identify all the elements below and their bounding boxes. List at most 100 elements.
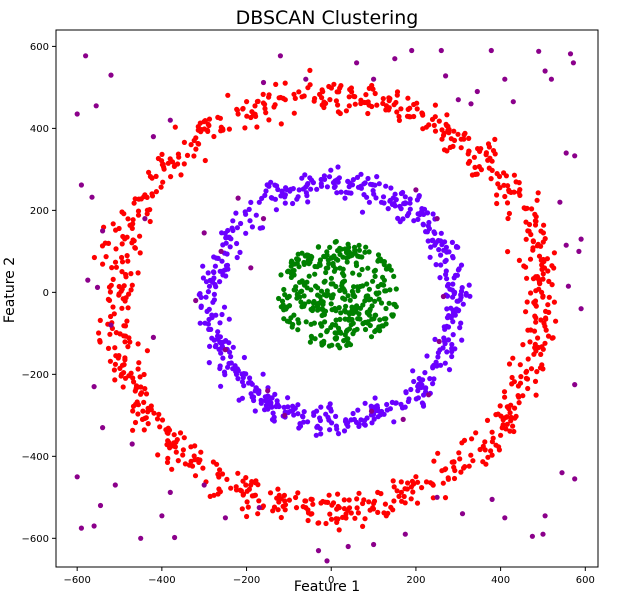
noise-point <box>315 548 322 554</box>
cluster-0-point <box>132 196 138 202</box>
cluster-0-point <box>465 160 471 166</box>
cluster-0-point <box>493 412 499 418</box>
cluster-2-point <box>319 323 325 329</box>
cluster-1-point <box>313 432 319 438</box>
noise-point <box>172 534 178 541</box>
noise-point <box>567 51 574 57</box>
cluster-0-point <box>130 217 136 223</box>
cluster-0-point <box>419 485 425 491</box>
cluster-2-point <box>368 334 375 340</box>
cluster-1-point <box>247 218 253 224</box>
cluster-2-point <box>343 303 349 309</box>
cluster-2-point <box>356 254 363 260</box>
cluster-0-point <box>182 461 188 467</box>
cluster-0-point <box>122 357 128 363</box>
cluster-0-point <box>349 89 355 95</box>
cluster-1-point <box>433 361 439 367</box>
cluster-1-point <box>338 189 344 195</box>
cluster-1-point <box>258 400 264 406</box>
cluster-1-point <box>270 410 276 416</box>
cluster-0-point <box>254 124 260 130</box>
cluster-2-point <box>314 264 320 270</box>
cluster-2-point <box>353 262 360 269</box>
cluster-1-point <box>423 229 429 235</box>
cluster-0-point <box>549 282 555 288</box>
cluster-0-point <box>420 126 426 132</box>
noise-point <box>150 334 156 340</box>
cluster-0-point <box>305 517 311 524</box>
cluster-1-point <box>449 239 455 245</box>
noise-point <box>510 99 516 105</box>
cluster-1-point <box>317 415 323 421</box>
cluster-0-point <box>244 499 250 505</box>
cluster-0-point <box>244 99 250 105</box>
noise-point <box>371 76 377 82</box>
cluster-1-point <box>243 230 249 236</box>
cluster-2-point <box>354 326 360 332</box>
cluster-1-point <box>459 285 465 291</box>
cluster-2-point <box>338 310 344 316</box>
cluster-1-point <box>407 200 413 206</box>
cluster-0-point <box>318 500 324 506</box>
cluster-2-point <box>348 322 354 328</box>
cluster-0-point <box>224 476 230 482</box>
cluster-0-point <box>116 283 122 290</box>
cluster-0-point <box>546 278 552 284</box>
cluster-1-point <box>354 174 361 180</box>
cluster-0-point <box>370 505 376 511</box>
cluster-1-point <box>348 417 354 423</box>
cluster-2-point <box>354 284 360 290</box>
noise-point <box>542 68 548 74</box>
cluster-0-point <box>541 222 547 228</box>
noise-point <box>201 482 207 488</box>
cluster-0-point <box>480 459 486 465</box>
cluster-1-point <box>439 242 445 248</box>
cluster-0-point <box>426 122 432 128</box>
cluster-0-point <box>145 421 151 427</box>
cluster-0-point <box>132 245 138 251</box>
cluster-1-point <box>226 316 232 322</box>
cluster-1-point <box>450 281 456 287</box>
cluster-2-point <box>293 284 299 290</box>
cluster-0-point <box>445 475 451 481</box>
cluster-1-point <box>366 199 372 205</box>
cluster-0-point <box>523 236 529 242</box>
cluster-1-point <box>291 412 297 418</box>
cluster-1-point <box>234 225 240 231</box>
noise-point <box>578 236 584 242</box>
cluster-1-point <box>402 194 408 200</box>
cluster-0-point <box>525 228 531 234</box>
noise-point <box>93 103 99 109</box>
cluster-1-point <box>223 240 229 246</box>
cluster-1-point <box>435 237 441 244</box>
cluster-1-point <box>283 185 289 191</box>
cluster-0-point <box>111 367 117 373</box>
cluster-0-point <box>275 486 281 492</box>
cluster-1-point <box>362 400 368 406</box>
cluster-0-point <box>432 102 438 108</box>
noise-point <box>324 558 330 564</box>
cluster-0-point <box>159 417 166 423</box>
noise-point <box>426 392 432 398</box>
chart-title: DBSCAN Clustering <box>236 7 419 29</box>
cluster-0-point <box>450 143 456 149</box>
noise-point <box>548 76 555 82</box>
cluster-1-point <box>203 294 209 300</box>
x-axis: −600 −400 −200 0 200 400 600 <box>63 567 595 586</box>
cluster-1-point <box>403 390 409 396</box>
cluster-0-point <box>252 103 258 109</box>
cluster-1-point <box>200 263 206 269</box>
cluster-0-point <box>534 369 540 375</box>
cluster-0-point <box>248 114 254 121</box>
cluster-0-point <box>388 504 394 510</box>
cluster-0-point <box>149 191 155 197</box>
cluster-1-point <box>268 400 274 406</box>
cluster-0-point <box>473 430 479 436</box>
cluster-1-point <box>328 167 334 173</box>
cluster-1-point <box>444 276 450 282</box>
cluster-0-point <box>303 505 309 511</box>
cluster-1-point <box>445 337 452 343</box>
noise-point <box>489 496 495 502</box>
cluster-1-point <box>211 269 217 276</box>
cluster-1-point <box>417 212 423 218</box>
